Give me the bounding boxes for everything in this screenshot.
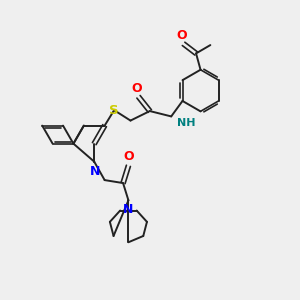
Text: O: O [131, 82, 142, 95]
Text: N: N [90, 165, 100, 178]
Text: N: N [123, 203, 134, 216]
Text: S: S [109, 104, 119, 117]
Text: NH: NH [177, 118, 195, 128]
Text: O: O [176, 29, 187, 42]
Text: O: O [124, 150, 134, 164]
